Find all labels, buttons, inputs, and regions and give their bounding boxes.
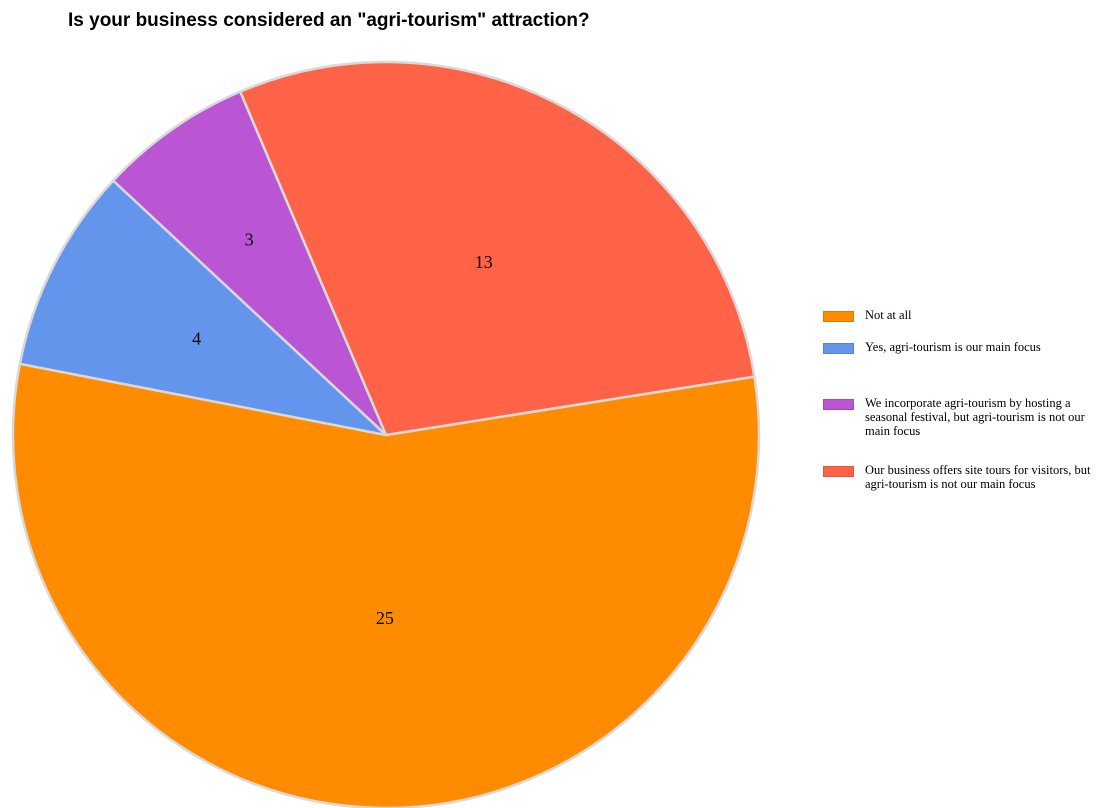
- legend-swatch: [823, 311, 854, 322]
- legend-item: Yes, agri-tourism is our main focus: [823, 340, 1095, 354]
- slice-value-label: 3: [245, 230, 254, 250]
- legend-swatch: [823, 399, 854, 410]
- legend-swatch: [823, 466, 854, 477]
- pie-slice: [18, 179, 388, 437]
- legend-swatch: [823, 343, 854, 354]
- slice-value-label: 13: [475, 252, 493, 272]
- legend-label: Yes, agri-tourism is our main focus: [865, 340, 1041, 354]
- legend-label: Not at all: [865, 308, 912, 322]
- legend-label: Our business offers site tours for visit…: [865, 463, 1091, 491]
- legend-item: Not at all: [823, 308, 1095, 322]
- legend-item: We incorporate agri-tourism by hosting a…: [823, 396, 1095, 438]
- slice-value-label: 25: [376, 608, 394, 628]
- legend-label: We incorporate agri-tourism by hosting a…: [865, 396, 1085, 438]
- pie-slice: [239, 60, 756, 437]
- legend-item: Our business offers site tours for visit…: [823, 463, 1095, 491]
- slice-value-label: 4: [192, 329, 201, 349]
- chart-title: Is your business considered an "agri-tou…: [68, 10, 590, 31]
- pie-slice: [111, 90, 388, 437]
